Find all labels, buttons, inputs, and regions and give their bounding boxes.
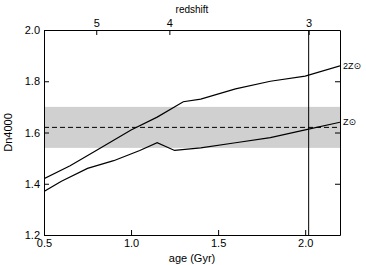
vline: [308, 30, 309, 235]
x-axis-tick: 1.5: [211, 230, 226, 249]
y-axis-right-tick: [335, 133, 340, 134]
chart: 2Z⊙Z⊙0.51.01.52.01.21.41.61.82.0543age (…: [0, 0, 366, 265]
y-axis-tick-label: 2.0: [25, 24, 40, 36]
plot: 2Z⊙Z⊙0.51.01.52.01.21.41.61.82.0543age (…: [2, 4, 361, 264]
x-axis-tick-mark: [218, 230, 219, 235]
y-axis-right-tick: [335, 184, 340, 185]
y-axis-tick-label: 1.2: [25, 229, 40, 241]
y-axis-tick-mark: [44, 133, 49, 134]
x2-axis-tick-label: 3: [306, 17, 312, 29]
x-axis-tick-label: 2.0: [298, 237, 313, 249]
x2-axis-tick: 5: [94, 17, 100, 35]
x2-axis-tick-label: 4: [167, 17, 173, 29]
y-axis-tick-label: 1.4: [25, 178, 40, 190]
x-axis-tick: 2.0: [298, 230, 313, 249]
y-axis-right-tick-mark: [335, 81, 340, 82]
x2-axis-title: redshift: [176, 4, 209, 15]
y-axis-tick-mark: [44, 235, 49, 236]
y-axis-tick-mark: [44, 184, 49, 185]
y-axis-tick: 1.8: [25, 75, 49, 87]
y-axis-right-tick-mark: [335, 133, 340, 134]
series-label: 2Z⊙: [343, 61, 361, 71]
y-axis-tick-mark: [44, 81, 49, 82]
y-axis-tick-label: 1.8: [25, 75, 40, 87]
x-axis-tick-mark: [131, 230, 132, 235]
x2-axis-tick: 4: [167, 17, 173, 35]
x2-axis-tick-mark: [96, 30, 97, 35]
series-label: Z⊙: [343, 117, 356, 127]
y-axis: 1.2 1.4 1.6 1.8 2.0: [25, 24, 49, 241]
x2-axis-tick-label: 5: [94, 17, 100, 29]
x2-axis-line: [45, 30, 341, 31]
x2-axis-tick: 3: [306, 17, 312, 35]
series-line: [44, 66, 340, 179]
y-axis-right: [335, 31, 341, 236]
x-axis-title: age (Gyr): [169, 252, 215, 264]
y-axis-tick-label: 1.6: [25, 127, 40, 139]
y-axis-tick: 1.6: [25, 127, 49, 139]
x2-axis-tick-mark: [169, 30, 170, 35]
band: [44, 107, 340, 148]
y-axis-right-tick-mark: [335, 235, 340, 236]
x-axis: 0.51.01.52.0: [37, 230, 341, 249]
x2-axis: 5 4 3: [45, 17, 341, 35]
x-axis-tick-label: 1.0: [124, 237, 139, 249]
y-axis-right-tick: [335, 81, 340, 82]
hline: [44, 127, 340, 128]
x-axis-tick-label: 1.5: [211, 237, 226, 249]
y-axis-right-tick: [335, 235, 340, 236]
series-line: [44, 122, 340, 191]
y-axis-tick: 1.2: [25, 229, 49, 241]
x-axis-line: [45, 235, 341, 236]
plot-area: [44, 30, 340, 235]
x2-axis-tick-mark: [309, 30, 310, 35]
y-axis-title: Dn4000: [2, 113, 14, 152]
y-axis-tick: 1.4: [25, 178, 49, 190]
y-axis-right-tick-mark: [335, 184, 340, 185]
x-axis-tick-mark: [305, 230, 306, 235]
y-axis-right-line: [340, 31, 341, 236]
x-axis-tick: 1.0: [124, 230, 139, 249]
